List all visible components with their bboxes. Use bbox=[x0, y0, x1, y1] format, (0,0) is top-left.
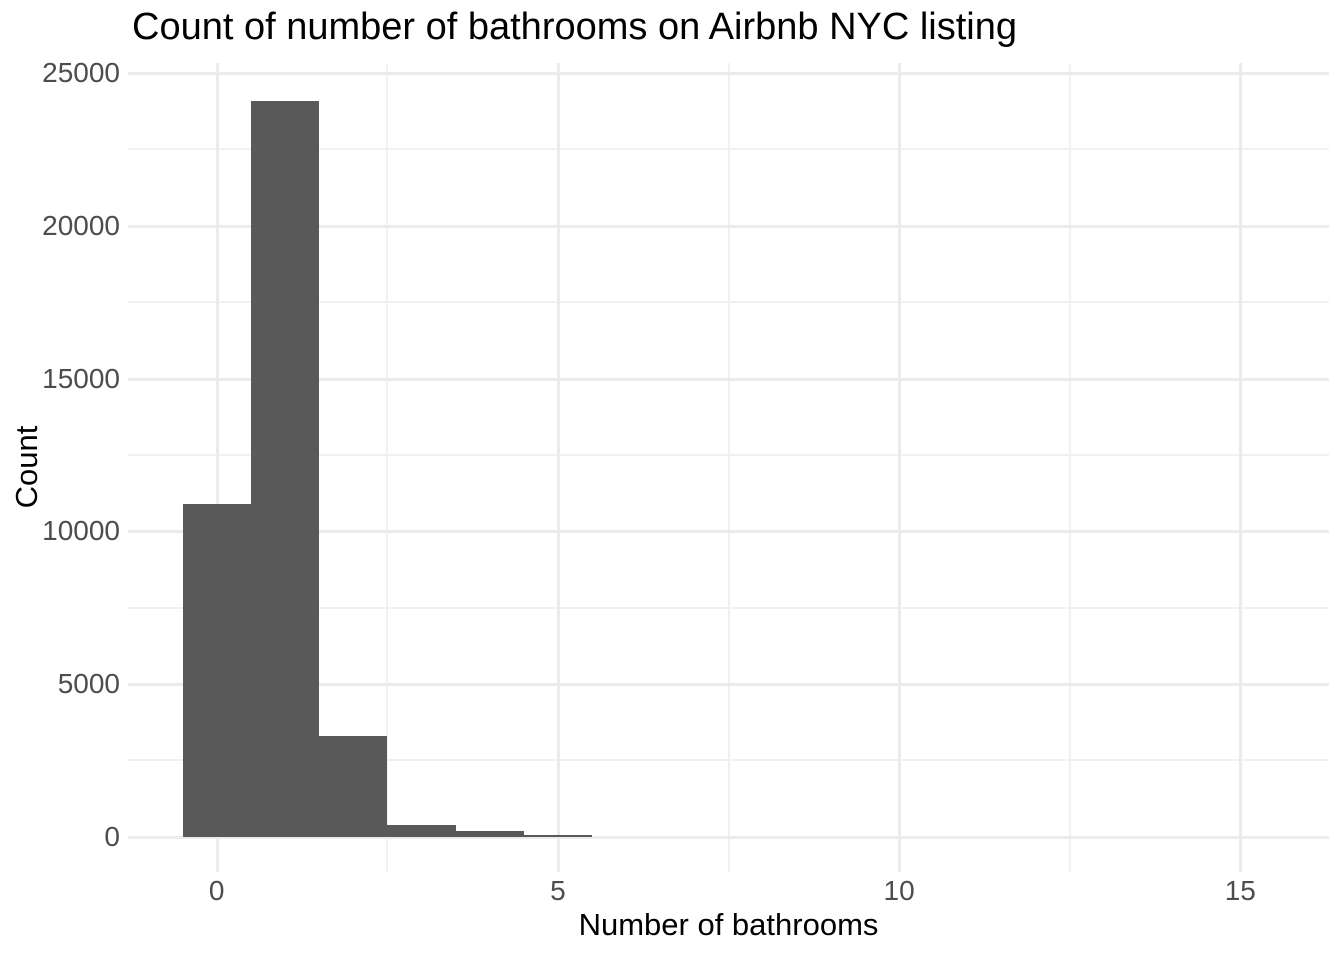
gridline-major-vertical bbox=[1238, 63, 1242, 872]
gridline-major-horizontal bbox=[128, 835, 1329, 839]
x-axis-title: Number of bathrooms bbox=[578, 907, 879, 942]
histogram-bar bbox=[251, 101, 319, 837]
x-tick-label: 10 bbox=[883, 875, 915, 906]
histogram-bar bbox=[183, 504, 251, 837]
gridline-minor-vertical bbox=[728, 63, 730, 872]
gridline-major-vertical bbox=[897, 63, 901, 872]
gridline-major-vertical bbox=[215, 63, 219, 872]
gridline-minor-horizontal bbox=[128, 301, 1329, 303]
gridline-major-horizontal bbox=[128, 377, 1329, 381]
gridline-minor-horizontal bbox=[128, 148, 1329, 150]
gridline-minor-horizontal bbox=[128, 454, 1329, 456]
gridline-major-horizontal bbox=[128, 682, 1329, 686]
gridline-minor-vertical bbox=[386, 63, 388, 872]
y-tick-label: 0 bbox=[104, 820, 120, 852]
x-tick-label: 0 bbox=[208, 875, 225, 906]
gridline-major-horizontal bbox=[128, 224, 1329, 228]
y-tick-label: 15000 bbox=[42, 362, 120, 394]
chart-title: Count of number of bathrooms on Airbnb N… bbox=[132, 6, 1018, 48]
gridline-major-horizontal bbox=[128, 529, 1329, 533]
y-tick-label: 5000 bbox=[57, 668, 120, 700]
histogram-bar bbox=[387, 825, 456, 837]
histogram-bar bbox=[524, 835, 592, 837]
y-axis-labels: 0 5000 10000 15000 20000 25000 bbox=[0, 0, 120, 960]
x-tick-label: 15 bbox=[1224, 875, 1256, 906]
gridline-minor-horizontal bbox=[128, 759, 1329, 761]
histogram-bar bbox=[456, 831, 524, 837]
y-tick-label: 20000 bbox=[42, 209, 120, 241]
gridline-minor-vertical bbox=[1069, 63, 1071, 872]
x-tick-label: 5 bbox=[550, 875, 566, 906]
gridline-major-vertical bbox=[556, 63, 560, 872]
y-tick-label: 25000 bbox=[42, 57, 120, 89]
x-axis-labels: 0 5 10 15 bbox=[0, 876, 1344, 906]
gridline-major-horizontal bbox=[128, 71, 1329, 75]
plot-panel bbox=[128, 63, 1329, 872]
y-tick-label: 10000 bbox=[42, 515, 120, 547]
gridline-minor-horizontal bbox=[128, 607, 1329, 609]
histogram-bar bbox=[319, 736, 387, 837]
